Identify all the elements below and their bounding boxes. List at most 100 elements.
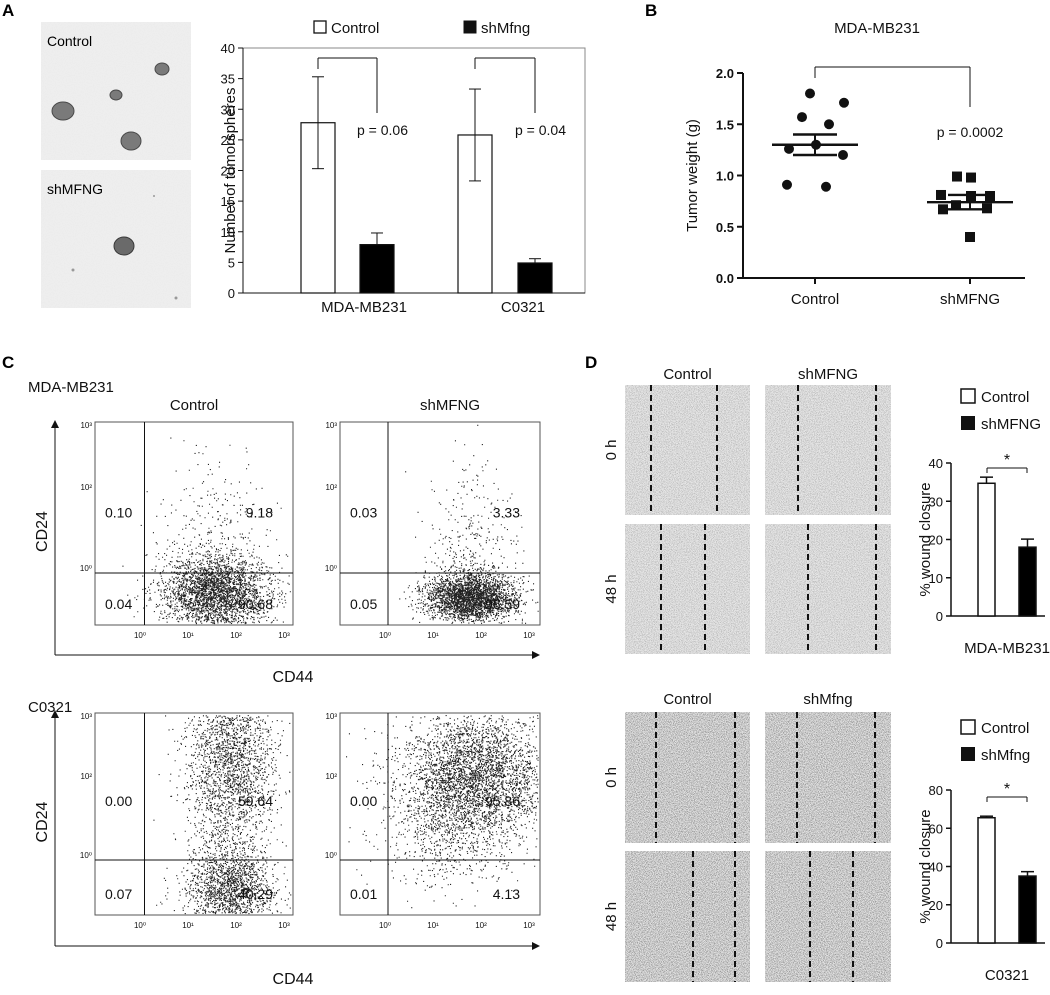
- x-axis-label-cd44: CD44: [273, 971, 314, 988]
- data-point: [951, 200, 961, 211]
- legend-label-control: Control: [981, 720, 1029, 737]
- y-tick-label: 40: [929, 860, 943, 875]
- y-tick-label: 10³: [80, 712, 92, 721]
- y-tick-label: 1.0: [716, 169, 734, 184]
- y-axis-arrow: [51, 420, 59, 428]
- y-tick-label: 35: [221, 72, 235, 87]
- y-tick-label: 20: [221, 164, 235, 179]
- bar: [977, 482, 996, 617]
- y-tick-label: 20: [929, 533, 943, 548]
- x-tick-label: Control: [791, 291, 839, 308]
- quadrant-value-lower-left: 0.05: [350, 596, 377, 612]
- event-dots: [122, 437, 291, 625]
- data-point: [938, 204, 948, 215]
- legend-label-control: Control: [981, 389, 1029, 406]
- legend-swatch-control: [960, 388, 976, 404]
- quadrant-value-lower-right: 96.59: [485, 596, 520, 612]
- x-tick-label: shMFNG: [940, 291, 1000, 308]
- y-axis-label: Number of tumorspheres: [222, 88, 239, 254]
- x-tick-label: MDA-MB231: [321, 299, 407, 316]
- data-point: [965, 232, 975, 242]
- image-label-control: Control: [47, 33, 92, 49]
- cell-line-label: C0321: [28, 699, 72, 716]
- plot-title: Control: [170, 397, 218, 414]
- x-tick-label: 10²: [475, 631, 487, 640]
- bar: [977, 816, 996, 944]
- cell-line-label: MDA-MB231: [964, 640, 1050, 657]
- legend-swatch-control: [960, 719, 976, 735]
- x-tick-label: 10⁰: [134, 631, 146, 640]
- data-point: [797, 112, 807, 123]
- sphere-image-control: Control: [41, 22, 191, 160]
- tumorsphere-bar-chart: 0 5 10 15 20 25 30 35 40 Number of tumorspheres MD…: [221, 20, 586, 316]
- legend-swatch-knockdown: [961, 747, 975, 761]
- x-axis-arrow: [532, 651, 540, 659]
- bar: [359, 244, 395, 294]
- quadrant-value-upper-right: 59.64: [238, 793, 273, 809]
- y-tick-label: 10⁰: [325, 564, 337, 573]
- panel-letter-a: A: [2, 1, 14, 20]
- event-dots: [346, 715, 539, 909]
- data-point: [952, 171, 962, 182]
- plot-frame: [339, 712, 541, 916]
- tumor-weight-chart: MDA-MB231 0.0 0.5 1.0 1.5 2.0 Tumor weight (g)…: [684, 20, 1025, 308]
- x-tick-label: 10³: [523, 921, 535, 930]
- x-tick-label: 10⁰: [379, 921, 391, 930]
- p-value: p = 0.0002: [937, 124, 1004, 140]
- y-tick-label: 0: [936, 609, 943, 624]
- y-tick-label: 40: [929, 456, 943, 471]
- wound-image-texture: [765, 385, 891, 515]
- data-point: [782, 179, 792, 190]
- y-tick-label: 60: [929, 821, 943, 836]
- quadrant-value-lower-right: 4.13: [493, 886, 520, 902]
- time-label: 48 h: [603, 574, 620, 603]
- wound-image-texture: [625, 524, 750, 654]
- data-point: [784, 143, 794, 154]
- column-title: Control: [663, 366, 711, 383]
- plot-title: shMFNG: [420, 397, 480, 414]
- x-tick-label: 10⁰: [134, 921, 146, 930]
- y-tick-label: 10³: [325, 712, 337, 721]
- time-label: 0 h: [603, 767, 620, 788]
- y-tick-label: 10⁰: [80, 851, 92, 860]
- y-tick-label: 10: [221, 225, 235, 240]
- y-tick-label: 2.0: [716, 66, 734, 81]
- y-axis-arrow: [51, 710, 59, 718]
- y-tick-label: 10²: [325, 772, 337, 781]
- event-dots: [399, 424, 539, 624]
- quadrant-value-upper-left: 0.00: [105, 793, 132, 809]
- data-point: [821, 181, 831, 192]
- y-tick-label: 10²: [325, 483, 337, 492]
- flow-cytometry-plots: MDA-MB231 CD44 CD24 Control 10⁰ 10¹ 10² 10³ 10³ 1…: [28, 379, 541, 988]
- time-label: 0 h: [603, 440, 620, 461]
- wound-image-texture: [625, 385, 750, 515]
- p-value: p = 0.04: [515, 122, 566, 138]
- quadrant-value-upper-right: 9.18: [246, 505, 273, 521]
- y-tick-label: 5: [228, 255, 235, 270]
- wound-image-texture: [765, 712, 891, 843]
- data-point: [838, 150, 848, 160]
- quadrant-value-upper-left: 0.10: [105, 505, 132, 521]
- legend-label-knockdown: shMFNG: [981, 416, 1041, 433]
- quadrant-value-upper-right: 3.33: [493, 505, 520, 521]
- p-value: p = 0.06: [357, 122, 408, 138]
- y-tick-label: 80: [929, 783, 943, 798]
- quadrant-value-lower-right: 90.68: [238, 596, 273, 612]
- y-tick-label: 0: [936, 936, 943, 951]
- quadrant-value-upper-left: 0.03: [350, 505, 377, 521]
- data-point: [805, 88, 815, 99]
- wound-image-texture: [765, 524, 891, 654]
- y-tick-label: 25: [221, 133, 235, 148]
- data-point: [824, 119, 834, 130]
- bar: [1018, 546, 1037, 617]
- y-tick-label: 10³: [325, 421, 337, 430]
- x-axis-arrow: [532, 942, 540, 950]
- legend-swatch-control: [313, 20, 327, 34]
- image-label-shmfng: shMFNG: [47, 181, 103, 197]
- panel-letter-c: C: [2, 353, 14, 372]
- plot-frame: [94, 421, 294, 626]
